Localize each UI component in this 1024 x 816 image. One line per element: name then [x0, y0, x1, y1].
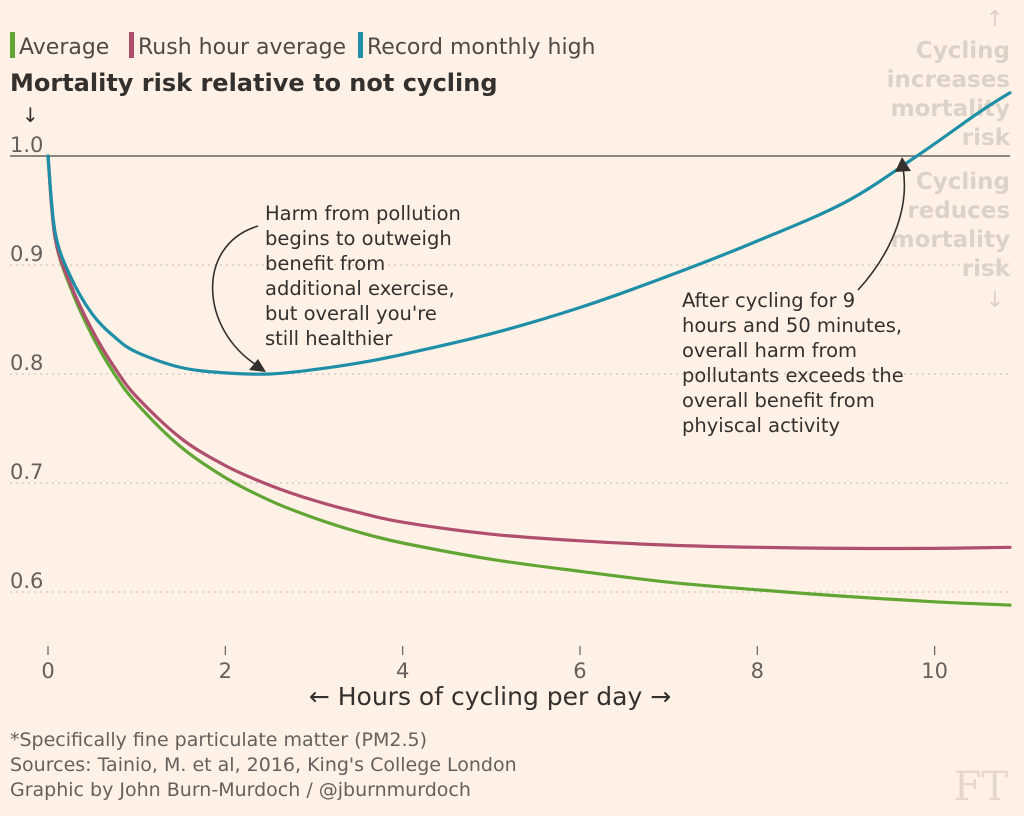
region-down-arrow: ↓ — [986, 288, 1004, 313]
legend-item-rush-hour: Rush hour average — [129, 32, 346, 60]
ft-logo: FT — [954, 764, 1009, 810]
series-line-record-high — [46, 91, 1012, 376]
crossover-annotation-line-2: hours and 50 minutes, — [682, 314, 902, 337]
x-tick-label: 8 — [751, 659, 764, 683]
crossover-annotation-arrowhead — [895, 157, 911, 172]
legend-swatch-record-high — [358, 32, 363, 58]
region-above-line-1: Cycling — [916, 38, 1010, 64]
title-down-arrow: ↓ — [22, 103, 39, 127]
x-axis-label: ← Hours of cycling per day → — [309, 682, 671, 711]
credit: Graphic by John Burn-Murdoch / @jburnmur… — [10, 779, 471, 801]
legend-swatch-average — [10, 32, 15, 58]
pollution-annotation-line-3: benefit from — [265, 252, 385, 275]
pollution-annotation: Harm from pollution begins to outweigh b… — [211, 202, 461, 372]
pollution-annotation-line-2: begins to outweigh — [265, 227, 452, 250]
y-tick-label: 0.7 — [10, 460, 43, 484]
x-tick-label: 4 — [396, 659, 409, 683]
series-lines — [46, 91, 1012, 607]
region-above-line-4: risk — [962, 125, 1011, 151]
legend-swatch-rush-hour — [129, 32, 134, 58]
crossover-annotation-line-5: overall benefit from — [682, 389, 875, 412]
sources: Sources: Tainio, M. et al, 2016, King's … — [10, 754, 517, 776]
region-label-increases: ↑ Cycling increases mortality risk — [887, 7, 1011, 151]
x-axis: 0 2 4 6 8 10 — [41, 646, 948, 683]
region-below-line-1: Cycling — [916, 169, 1010, 195]
pollution-annotation-line-5: but overall you're — [265, 302, 437, 325]
legend-item-average: Average — [10, 32, 109, 60]
region-label-reduces: Cycling reduces mortality risk ↓ — [891, 169, 1011, 313]
y-tick-label: 1.0 — [10, 133, 43, 157]
pollution-annotation-line-6: still healthier — [265, 327, 393, 350]
pollution-annotation-line-4: additional exercise, — [265, 277, 455, 300]
x-tick-label: 6 — [573, 659, 586, 683]
y-tick-label: 0.6 — [10, 569, 43, 593]
legend: Average Rush hour average Record monthly… — [10, 32, 596, 60]
region-up-arrow: ↑ — [986, 7, 1004, 32]
crossover-annotation-line-1: After cycling for 9 — [682, 289, 855, 312]
crossover-annotation-line-6: phyiscal activity — [682, 414, 840, 437]
x-tick-label: 10 — [921, 659, 948, 683]
region-above-line-2: increases — [887, 67, 1010, 93]
region-below-line-2: reduces — [907, 198, 1010, 224]
pollution-annotation-arrow — [211, 225, 259, 367]
region-below-line-4: risk — [962, 256, 1011, 282]
legend-label-record-high: Record monthly high — [367, 35, 596, 60]
y-tick-label: 0.9 — [10, 242, 43, 266]
legend-label-rush-hour: Rush hour average — [138, 35, 346, 60]
crossover-annotation-arrow — [857, 167, 906, 291]
footnote: *Specifically fine particulate matter (P… — [10, 729, 427, 751]
pollution-annotation-line-1: Harm from pollution — [265, 202, 461, 225]
chart-title: Mortality risk relative to not cycling — [10, 69, 498, 97]
legend-item-record-high: Record monthly high — [358, 32, 596, 60]
y-gridlines — [10, 264, 1010, 593]
y-tick-label: 0.8 — [10, 351, 43, 375]
x-tick-label: 2 — [219, 659, 232, 683]
series-line-rush-hour — [46, 154, 1012, 551]
region-below-line-3: mortality — [891, 227, 1010, 253]
legend-label-average: Average — [19, 35, 109, 60]
crossover-annotation-line-4: pollutants exceeds the — [682, 364, 904, 387]
crossover-annotation: After cycling for 9 hours and 50 minutes… — [682, 157, 911, 437]
series-line-average — [46, 154, 1012, 607]
crossover-annotation-line-3: overall harm from — [682, 339, 857, 362]
pollution-annotation-arrowhead — [249, 359, 266, 372]
region-above-line-3: mortality — [891, 96, 1010, 122]
x-tick-label: 0 — [41, 659, 54, 683]
y-tick-labels: 1.0 0.9 0.8 0.7 0.6 — [10, 133, 43, 593]
